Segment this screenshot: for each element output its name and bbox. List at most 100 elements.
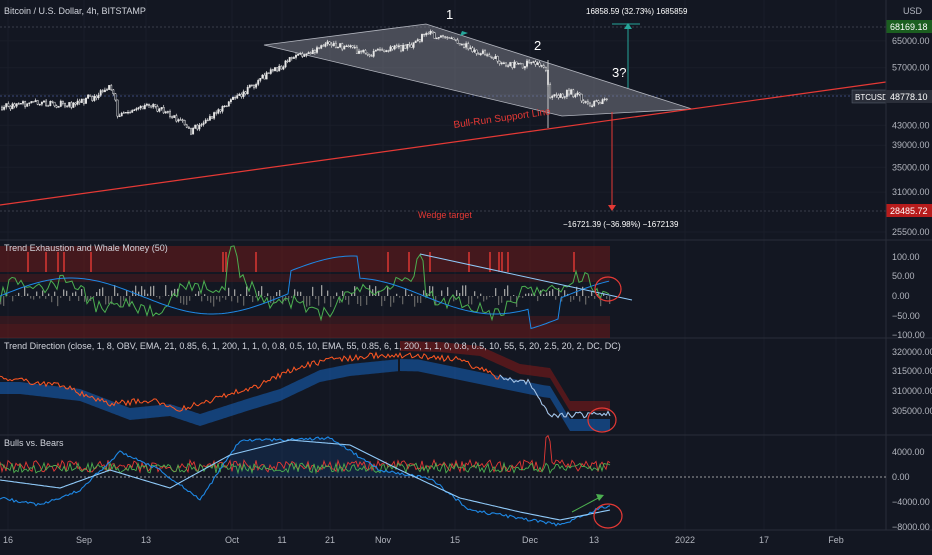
candle xyxy=(562,94,563,97)
candle xyxy=(350,46,351,47)
candle xyxy=(270,70,271,74)
histogram-bar xyxy=(45,296,46,299)
candle xyxy=(568,90,569,94)
candle xyxy=(585,102,586,103)
histogram-bar xyxy=(126,290,127,296)
candle xyxy=(577,93,578,95)
wedge-target-label: Wedge target xyxy=(418,210,472,220)
candle xyxy=(18,104,19,105)
histogram-bar xyxy=(348,296,349,305)
candle xyxy=(153,104,154,107)
upper-target-value: 68169.18 xyxy=(890,22,928,32)
candle xyxy=(365,50,366,53)
histogram-bar xyxy=(255,296,256,297)
histogram-bar xyxy=(393,296,394,303)
histogram-bar xyxy=(213,296,214,307)
candle xyxy=(514,62,515,68)
candle xyxy=(363,50,364,52)
time-tick-label: 2022 xyxy=(675,535,695,545)
candle xyxy=(528,61,529,63)
candle xyxy=(174,116,175,118)
histogram-bar xyxy=(501,296,502,303)
histogram-bar xyxy=(588,296,589,298)
candle xyxy=(104,90,105,92)
candle xyxy=(493,57,494,58)
candle xyxy=(484,51,485,55)
histogram-bar xyxy=(345,296,346,300)
candle xyxy=(300,53,301,54)
histogram-bar xyxy=(309,296,310,306)
indicator-tick-label: 50.00 xyxy=(892,271,915,281)
candle xyxy=(377,49,378,50)
candle xyxy=(142,106,143,109)
candle xyxy=(533,62,534,63)
candle xyxy=(583,101,584,103)
candle xyxy=(587,102,588,104)
histogram-bar xyxy=(216,296,217,300)
price-tick-label: 39000.00 xyxy=(892,140,930,150)
candle xyxy=(325,44,326,46)
histogram-bar xyxy=(264,296,265,297)
candle xyxy=(331,44,332,45)
histogram-bar xyxy=(318,296,319,306)
candle xyxy=(272,70,273,71)
candle xyxy=(29,103,30,104)
candle xyxy=(146,104,147,105)
histogram-bar xyxy=(120,296,121,306)
candle xyxy=(472,48,473,52)
candle xyxy=(295,55,296,57)
candle xyxy=(497,56,498,61)
histogram-bar xyxy=(66,291,67,296)
candle xyxy=(476,50,477,54)
histogram-bar xyxy=(132,291,133,296)
histogram-bar xyxy=(495,288,496,296)
histogram-bar xyxy=(150,286,151,296)
candle xyxy=(541,65,542,66)
histogram-bar xyxy=(564,290,565,296)
candle xyxy=(268,73,269,74)
candle xyxy=(329,42,330,44)
histogram-bar xyxy=(156,296,157,297)
candle xyxy=(524,66,525,68)
candle xyxy=(192,128,193,134)
candle xyxy=(176,116,177,122)
candle xyxy=(308,53,309,54)
histogram-bar xyxy=(321,285,322,296)
histogram-bar xyxy=(57,296,58,306)
histogram-bar xyxy=(312,287,313,296)
candle xyxy=(230,100,231,102)
candle xyxy=(243,92,244,97)
histogram-bar xyxy=(297,292,298,296)
candle xyxy=(327,42,328,44)
candle xyxy=(507,66,508,67)
histogram-bar xyxy=(204,294,205,296)
histogram-bar xyxy=(483,296,484,301)
histogram-bar xyxy=(336,293,337,296)
histogram-bar xyxy=(531,294,532,296)
candle xyxy=(468,44,469,49)
candle xyxy=(560,94,561,98)
candle xyxy=(535,62,536,65)
time-tick-label: Feb xyxy=(828,535,844,545)
candle xyxy=(426,33,427,34)
candle xyxy=(594,101,595,106)
candle xyxy=(293,57,294,58)
symbol-title: Bitcoin / U.S. Dollar, 4h, BITSTAMP xyxy=(4,6,146,16)
histogram-bar xyxy=(462,285,463,296)
histogram-bar xyxy=(594,296,595,299)
histogram-bar xyxy=(39,296,40,299)
candle xyxy=(224,106,225,107)
candle xyxy=(8,104,9,107)
candle xyxy=(486,55,487,56)
candle xyxy=(45,101,46,106)
histogram-bar xyxy=(165,285,166,296)
candle xyxy=(96,96,97,98)
histogram-bar xyxy=(570,296,571,302)
candle xyxy=(157,106,158,111)
bulls-bears-title: Bulls vs. Bears xyxy=(4,438,64,448)
candle xyxy=(430,31,431,34)
candle xyxy=(518,63,519,64)
histogram-bar xyxy=(168,295,169,296)
candle xyxy=(373,51,374,56)
